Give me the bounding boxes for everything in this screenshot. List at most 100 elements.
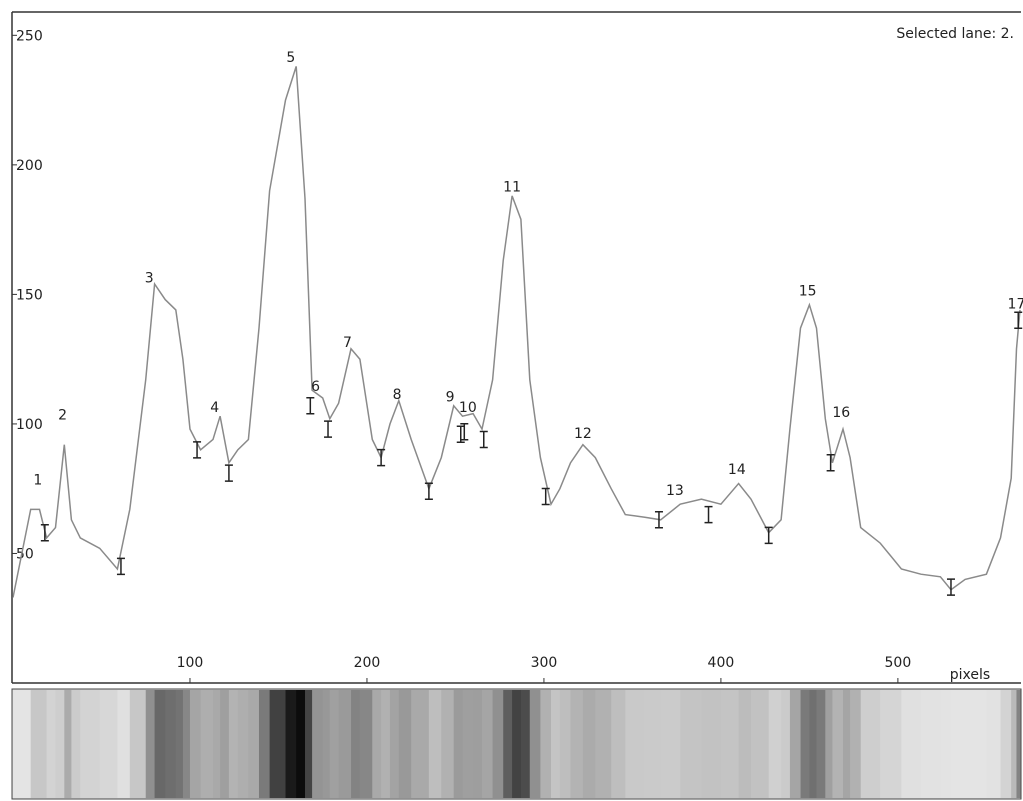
lane-band bbox=[390, 690, 399, 798]
y-tick-label: 50 bbox=[16, 546, 34, 562]
lane-band bbox=[861, 690, 881, 798]
peak-label: 9 bbox=[446, 390, 455, 406]
lane-band bbox=[71, 690, 80, 798]
lane-band bbox=[229, 690, 238, 798]
lane-band bbox=[64, 690, 72, 798]
lane-band bbox=[381, 690, 390, 798]
y-tick-label: 150 bbox=[16, 287, 43, 303]
lane-band bbox=[493, 690, 504, 798]
lane-band bbox=[645, 690, 662, 798]
lane-band bbox=[248, 690, 259, 798]
x-axis-label: pixels bbox=[950, 667, 990, 683]
x-tick-label: 100 bbox=[177, 655, 204, 671]
lane-band bbox=[190, 690, 201, 798]
lane-band bbox=[55, 690, 64, 798]
lane-band bbox=[751, 690, 769, 798]
peak-label: 11 bbox=[503, 180, 521, 196]
lane-band bbox=[721, 690, 739, 798]
lane-band bbox=[482, 690, 493, 798]
peak-label: 7 bbox=[343, 335, 352, 351]
lane-band bbox=[625, 690, 645, 798]
lane-band bbox=[816, 690, 825, 798]
peak-label: 12 bbox=[574, 426, 592, 442]
lane-band bbox=[769, 690, 782, 798]
lane-band bbox=[781, 690, 790, 798]
lane-band bbox=[595, 690, 612, 798]
lane-band bbox=[305, 690, 313, 798]
boundary-marker bbox=[324, 421, 332, 437]
lane-band bbox=[965, 690, 987, 798]
lane-band bbox=[220, 690, 229, 798]
lane-band bbox=[701, 690, 721, 798]
lane-band bbox=[739, 690, 752, 798]
lane-band bbox=[843, 690, 851, 798]
lane-band bbox=[921, 690, 941, 798]
lane-band bbox=[850, 690, 861, 798]
profile-line bbox=[13, 66, 1020, 597]
peak-label: 14 bbox=[728, 462, 746, 478]
lane-band bbox=[286, 690, 297, 798]
lane-band bbox=[790, 690, 801, 798]
peak-label: 13 bbox=[666, 483, 684, 499]
lane-band bbox=[680, 690, 702, 798]
lane-band bbox=[463, 690, 474, 798]
lane-band bbox=[503, 690, 512, 798]
x-tick-label: 400 bbox=[708, 655, 735, 671]
x-tick-label: 200 bbox=[354, 655, 381, 671]
lane-band bbox=[176, 690, 184, 798]
lane-band bbox=[473, 690, 482, 798]
lane-band bbox=[117, 690, 130, 798]
lane-band bbox=[155, 690, 166, 798]
lane-band bbox=[146, 690, 155, 798]
lane-band bbox=[951, 690, 966, 798]
lane-band bbox=[339, 690, 352, 798]
lane-band bbox=[530, 690, 541, 798]
lane-band bbox=[560, 690, 571, 798]
lane-band bbox=[238, 690, 249, 798]
lane-band bbox=[165, 690, 176, 798]
lane-band bbox=[801, 690, 810, 798]
lane-band bbox=[901, 690, 921, 798]
boundary-marker bbox=[705, 507, 713, 523]
peak-label: 10 bbox=[459, 400, 477, 416]
lane-band bbox=[540, 690, 551, 798]
lane-band bbox=[411, 690, 429, 798]
lane-band bbox=[201, 690, 214, 798]
lane-band bbox=[100, 690, 118, 798]
lane-band bbox=[323, 690, 331, 798]
lane-band bbox=[270, 690, 287, 798]
lane-band bbox=[441, 690, 454, 798]
peak-label: 2 bbox=[58, 408, 67, 424]
y-tick-label: 100 bbox=[16, 417, 43, 433]
peak-label: 6 bbox=[311, 379, 320, 395]
lane-bands bbox=[13, 690, 1021, 798]
lane-band bbox=[551, 690, 560, 798]
peak-label: 3 bbox=[145, 270, 154, 286]
lane-band bbox=[940, 690, 951, 798]
lane-band bbox=[583, 690, 596, 798]
lane-band bbox=[80, 690, 100, 798]
lane-band bbox=[809, 690, 817, 798]
peak-label: 17 bbox=[1008, 296, 1023, 312]
boundary-marker bbox=[225, 465, 233, 481]
lane-band bbox=[570, 690, 583, 798]
peak-label: 15 bbox=[799, 283, 817, 299]
lane-band bbox=[183, 690, 191, 798]
lane-band bbox=[40, 690, 48, 798]
lane-band bbox=[512, 690, 521, 798]
lane-band bbox=[330, 690, 339, 798]
chart: Selected lane: 2. pixels 501001502002501… bbox=[0, 0, 1023, 801]
boundary-marker bbox=[425, 483, 433, 499]
lane-band bbox=[372, 690, 381, 798]
lane-band bbox=[454, 690, 463, 798]
peak-label: 4 bbox=[210, 400, 219, 416]
peak-label: 16 bbox=[832, 405, 850, 421]
boundary-marker bbox=[1014, 312, 1022, 328]
lane-band bbox=[986, 690, 1001, 798]
lane-band bbox=[31, 690, 40, 798]
lane-band bbox=[213, 690, 221, 798]
peak-label: 1 bbox=[33, 472, 42, 488]
lane-band bbox=[13, 690, 31, 798]
boundary-marker bbox=[306, 398, 314, 414]
lane-band bbox=[312, 690, 323, 798]
